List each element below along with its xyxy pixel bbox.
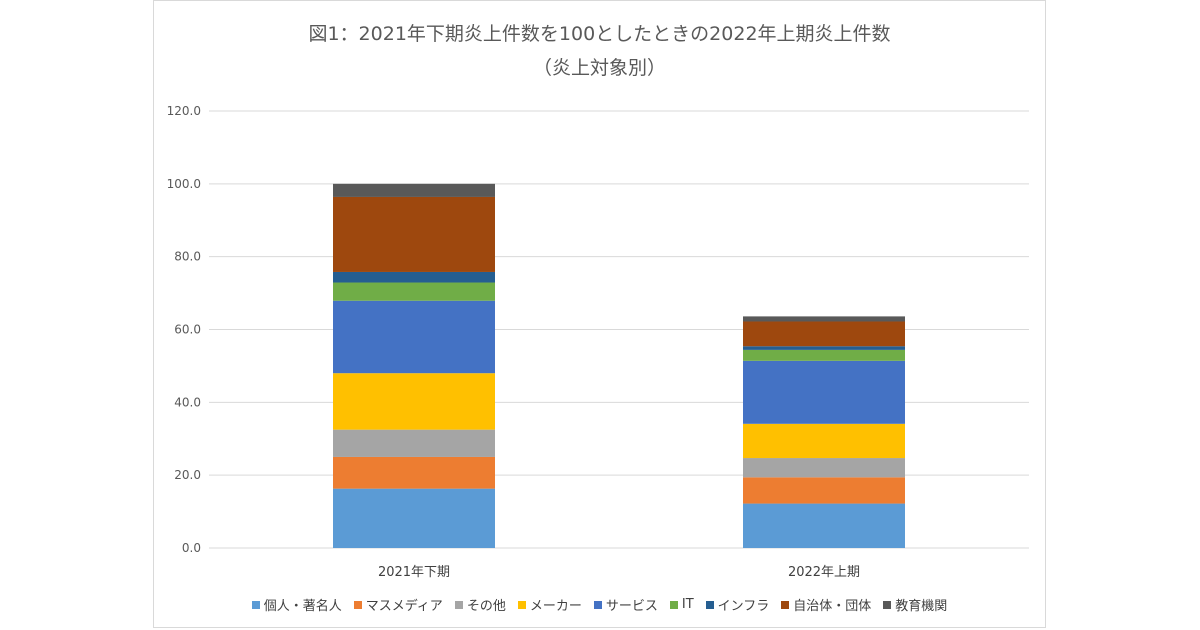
y-tick-label: 60.0 bbox=[174, 323, 201, 337]
bar-segment bbox=[333, 271, 495, 283]
legend-label: マスメディア bbox=[365, 599, 443, 614]
legend-item: マスメディア bbox=[353, 595, 443, 614]
legend-swatch bbox=[781, 600, 790, 609]
legend-item: IT bbox=[669, 595, 694, 614]
legend-label: 個人・著名人 bbox=[263, 599, 342, 614]
bar-segment bbox=[333, 488, 495, 548]
legend-swatch bbox=[593, 600, 602, 609]
bar-segment bbox=[743, 316, 905, 322]
legend-label: メーカー bbox=[529, 599, 582, 614]
legend-swatch bbox=[883, 600, 892, 609]
legend-label: 教育機関 bbox=[895, 599, 948, 614]
legend-item: 自治体・団体 bbox=[781, 595, 871, 614]
legend-label: サービス bbox=[605, 599, 658, 614]
y-tick-label: 120.0 bbox=[167, 104, 201, 118]
y-tick-label: 100.0 bbox=[167, 177, 201, 191]
y-tick-label: 20.0 bbox=[174, 468, 201, 482]
x-tick-label: 2021年下期 bbox=[378, 565, 450, 580]
legend-item: インフラ bbox=[705, 595, 770, 614]
legend-item: その他 bbox=[454, 595, 506, 614]
bar-segment bbox=[333, 282, 495, 301]
bar-segment bbox=[743, 349, 905, 361]
legend-item: メーカー bbox=[517, 595, 582, 614]
grid-lines bbox=[209, 110, 1029, 549]
bar-segment bbox=[333, 429, 495, 457]
legend-swatch bbox=[517, 600, 526, 609]
legend-label: 自治体・団体 bbox=[793, 599, 872, 614]
legend-swatch bbox=[251, 600, 260, 609]
bar-segment bbox=[743, 360, 905, 424]
x-axis-labels: 2021年下期 2022年上期 bbox=[378, 565, 860, 580]
legend-label: その他 bbox=[466, 599, 506, 614]
bar-segment bbox=[743, 477, 905, 504]
chart-frame: 図1：2021年下期炎上件数を100としたときの2022年上期炎上件数 （炎上対… bbox=[153, 0, 1046, 628]
chart-title: 図1：2021年下期炎上件数を100としたときの2022年上期炎上件数 bbox=[308, 23, 891, 45]
legend-item: 教育機関 bbox=[883, 595, 947, 614]
legend-swatch bbox=[454, 600, 463, 609]
y-tick-label: 40.0 bbox=[174, 395, 201, 409]
bar-segment bbox=[743, 423, 905, 459]
bar-segment bbox=[743, 503, 905, 548]
bar-segment bbox=[333, 373, 495, 430]
bar-segment bbox=[333, 456, 495, 489]
bars bbox=[333, 183, 905, 548]
legend-item: サービス bbox=[593, 595, 658, 614]
legend-label: インフラ bbox=[717, 599, 770, 614]
legend-swatch bbox=[353, 600, 362, 609]
bar-segment bbox=[743, 346, 905, 350]
y-tick-label: 0.0 bbox=[182, 541, 201, 555]
y-axis-ticks: 0.0 20.0 40.0 60.0 80.0 100.0 120.0 bbox=[167, 104, 201, 555]
bar-segment bbox=[743, 458, 905, 478]
chart-subtitle: （炎上対象別） bbox=[532, 57, 666, 79]
x-tick-label: 2022年上期 bbox=[788, 565, 860, 580]
y-tick-label: 80.0 bbox=[174, 250, 201, 264]
bar-segment bbox=[333, 183, 495, 197]
legend-item: 個人・著名人 bbox=[251, 595, 342, 614]
legend-label: IT bbox=[681, 597, 694, 612]
bar-segment bbox=[333, 196, 495, 272]
legend: 個人・著名人 マスメディア その他 メーカー サービス IT インフラ 自治体・団体 教育機関 bbox=[154, 595, 1045, 614]
bar-segment bbox=[743, 321, 905, 347]
bar-segment bbox=[333, 300, 495, 374]
legend-swatch bbox=[669, 600, 678, 609]
legend-swatch bbox=[705, 600, 714, 609]
